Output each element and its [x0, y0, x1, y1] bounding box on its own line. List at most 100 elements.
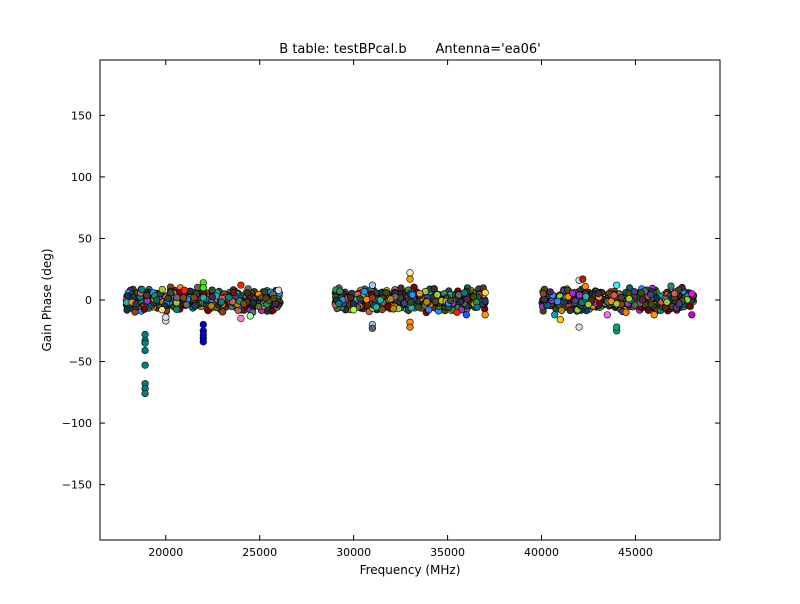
data-point [675, 300, 683, 308]
data-point [647, 300, 655, 308]
x-axis: 20000 25000 30000 35000 40000 45000 [148, 60, 653, 559]
data-point [382, 289, 390, 297]
data-point [625, 295, 633, 303]
data-point-outlier [162, 313, 170, 321]
data-point-outlier [368, 324, 377, 332]
data-point [240, 300, 248, 308]
data-point [132, 300, 140, 308]
data-point [613, 300, 621, 308]
data-point [447, 297, 455, 305]
data-point [457, 298, 465, 306]
y-axis: 150 100 50 0 −50 −100 −150 [62, 109, 720, 492]
data-point-outlier [368, 281, 377, 289]
data-point-outlier [603, 311, 611, 319]
data-point [207, 302, 215, 310]
data-point-outlier [141, 330, 149, 339]
y-tick-label: −50 [69, 356, 92, 369]
data-point [631, 301, 639, 309]
scatter-points [122, 269, 698, 398]
data-point [582, 292, 590, 301]
data-point [173, 305, 181, 314]
y-tick-label: −150 [62, 479, 92, 492]
data-point [473, 303, 481, 311]
data-point [646, 291, 655, 299]
data-point [663, 298, 671, 306]
data-point [594, 289, 602, 298]
data-point-outlier [551, 311, 559, 319]
data-point [346, 293, 354, 302]
data-point [183, 301, 191, 309]
chart-title: B table: testBPcal.b Antenna='ea06' [279, 42, 540, 57]
data-point-outlier [650, 311, 658, 319]
data-point [571, 297, 579, 305]
data-point [481, 297, 489, 305]
data-point [433, 291, 441, 299]
data-point [360, 288, 368, 296]
data-point [431, 297, 440, 306]
data-point [408, 291, 417, 299]
x-tick-label: 40000 [524, 546, 559, 559]
x-tick-label: 20000 [148, 546, 183, 559]
data-point [397, 284, 405, 292]
x-tick-label: 30000 [336, 546, 371, 559]
data-point [230, 288, 238, 297]
y-tick-label: 50 [78, 232, 92, 245]
data-point [376, 296, 384, 304]
data-point [372, 303, 380, 311]
data-point-outlier [158, 306, 166, 314]
data-point [255, 303, 263, 311]
data-point-outlier [199, 338, 207, 346]
data-point [557, 306, 566, 315]
data-point-outlier [462, 311, 471, 319]
data-point [568, 289, 577, 297]
data-point [667, 282, 675, 290]
data-point [208, 286, 216, 294]
data-point-outlier [453, 308, 461, 316]
data-point-outlier [141, 339, 149, 347]
data-point-outlier [688, 290, 696, 298]
data-point [270, 294, 278, 302]
data-point-outlier [199, 321, 207, 329]
data-point [336, 287, 344, 295]
data-point [208, 293, 216, 301]
data-point [179, 294, 187, 302]
data-point-outlier [613, 323, 621, 331]
data-point [140, 305, 148, 313]
data-point [670, 289, 679, 298]
data-point [575, 291, 584, 299]
data-point [173, 294, 181, 302]
data-point-outlier [199, 284, 207, 292]
x-tick-label: 35000 [430, 546, 465, 559]
data-point-outlier [237, 314, 245, 323]
x-axis-label: Frequency (MHz) [360, 563, 461, 577]
data-point-outlier [556, 316, 564, 324]
data-point-outlier [237, 281, 245, 289]
data-point [225, 293, 233, 302]
data-point-outlier [350, 306, 358, 314]
data-point-outlier [141, 361, 149, 369]
data-point [123, 292, 132, 300]
data-point [153, 296, 161, 304]
data-point-outlier [406, 269, 414, 277]
data-point [560, 298, 568, 306]
data-point [407, 298, 415, 306]
data-point [414, 303, 422, 311]
data-point [356, 295, 364, 303]
data-point-outlier [613, 281, 621, 289]
data-point-outlier [622, 308, 630, 316]
data-point [123, 306, 131, 314]
data-point [158, 285, 166, 294]
data-point-outlier [481, 289, 489, 297]
data-point-outlier [579, 275, 587, 283]
data-point [581, 282, 589, 291]
data-point [546, 288, 554, 296]
data-point [138, 285, 146, 294]
data-point [539, 290, 547, 298]
data-point [378, 306, 386, 314]
data-point [617, 293, 625, 302]
data-point [219, 308, 227, 316]
data-point [389, 305, 398, 313]
data-point-outlier [481, 311, 489, 319]
data-point [363, 295, 371, 304]
